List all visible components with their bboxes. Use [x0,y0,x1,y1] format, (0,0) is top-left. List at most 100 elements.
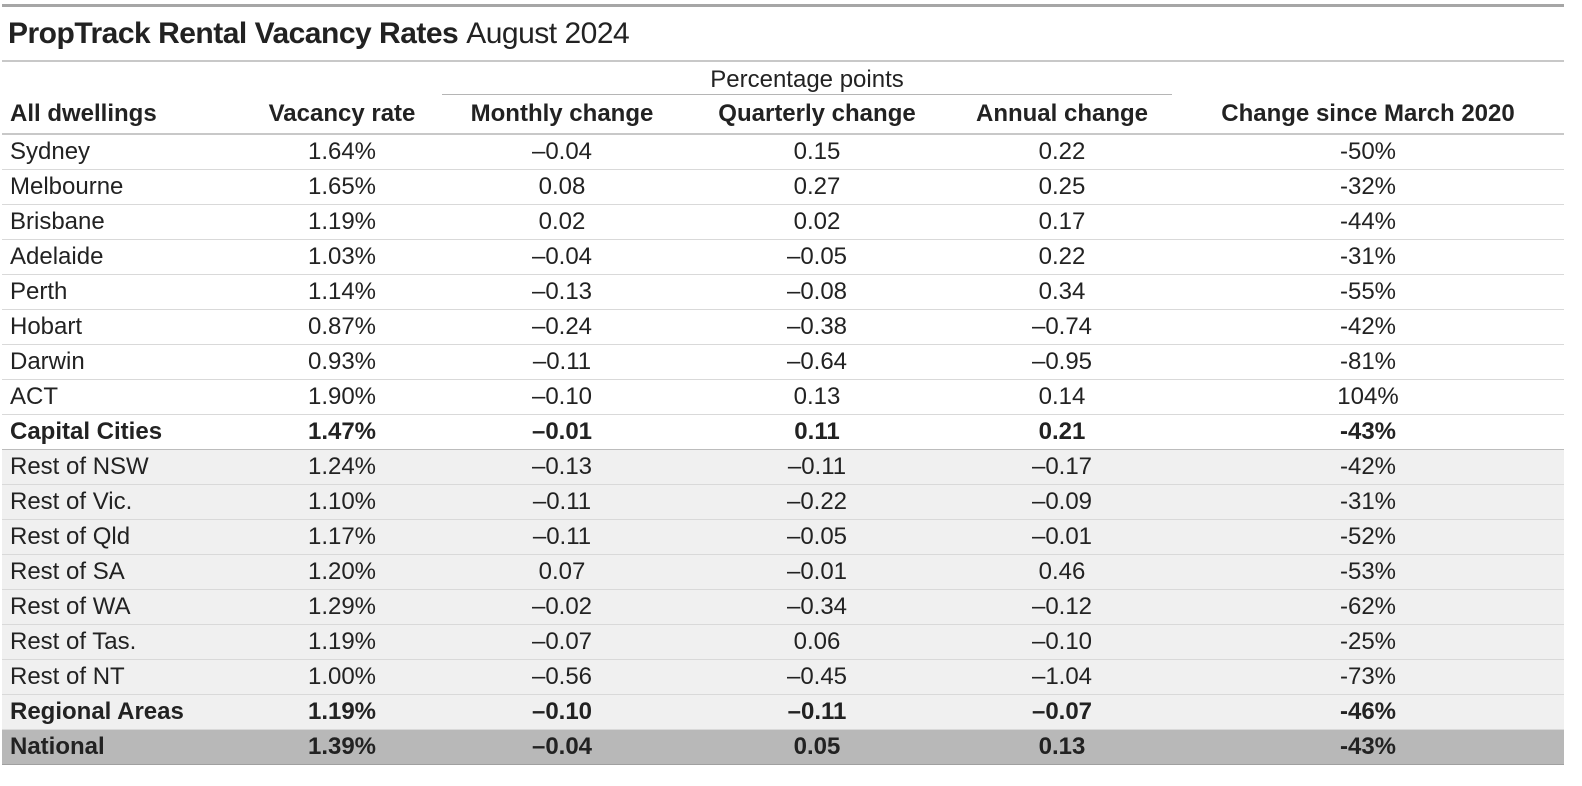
title-bold: PropTrack Rental Vacancy Rates [8,16,459,50]
region-name: Rest of SA [2,554,242,590]
vacancy-rate-cell: 1.47% [242,414,442,450]
annual-change-cell: –0.09 [952,484,1172,520]
vacancy-rate-cell: 1.10% [242,484,442,520]
change-since-march-2020-cell: -73% [1172,659,1564,695]
annual-change-cell: 0.13 [952,729,1172,765]
annual-change-cell: 0.21 [952,414,1172,450]
annual-change-cell: –0.12 [952,589,1172,625]
table-row: Regional Areas 1.19% –0.10 –0.11 –0.07 -46% [2,694,1564,730]
vacancy-rate-cell: 1.24% [242,449,442,485]
table-row: Darwin 0.93% –0.11 –0.64 –0.95 -81% [2,344,1564,380]
region-name: Darwin [2,344,242,380]
table-row: Brisbane 1.19% 0.02 0.02 0.17 -44% [2,204,1564,240]
region-name: Rest of NT [2,659,242,695]
vacancy-rate-cell: 0.93% [242,344,442,380]
monthly-change-cell: –0.10 [442,694,682,730]
quarterly-change-cell: –0.64 [682,344,952,380]
change-since-march-2020-cell: -31% [1172,239,1564,275]
monthly-change-cell: –0.04 [442,239,682,275]
group-header-row: Percentage points [2,62,1564,95]
region-name: Perth [2,274,242,310]
table-row: Melbourne 1.65% 0.08 0.27 0.25 -32% [2,169,1564,205]
monthly-change-cell: –0.02 [442,589,682,625]
change-since-march-2020-cell: -43% [1172,729,1564,765]
quarterly-change-cell: –0.38 [682,309,952,345]
monthly-change-cell: –0.07 [442,624,682,660]
vacancy-rate-cell: 1.20% [242,554,442,590]
monthly-change-cell: –0.56 [442,659,682,695]
monthly-change-cell: 0.08 [442,169,682,205]
header-row: All dwellings Vacancy rate Monthly chang… [2,95,1564,135]
table-row: Rest of WA 1.29% –0.02 –0.34 –0.12 -62% [2,589,1564,625]
change-since-march-2020-cell: -42% [1172,309,1564,345]
region-name: ACT [2,379,242,415]
change-since-march-2020-cell: -25% [1172,624,1564,660]
change-since-march-2020-cell: -55% [1172,274,1564,310]
region-name: Melbourne [2,169,242,205]
quarterly-change-cell: –0.45 [682,659,952,695]
annual-change-cell: 0.34 [952,274,1172,310]
change-since-march-2020-cell: -50% [1172,134,1564,170]
table-row: Capital Cities 1.47% –0.01 0.11 0.21 -43% [2,414,1564,450]
vacancy-rate-cell: 1.19% [242,204,442,240]
quarterly-change-cell: 0.05 [682,729,952,765]
header-monthly-change: Monthly change [442,95,682,135]
change-since-march-2020-cell: -42% [1172,449,1564,485]
group-underline [442,94,1172,95]
vacancy-table-figure: PropTrack Rental Vacancy Rates August 20… [2,4,1564,765]
monthly-change-cell: –0.11 [442,344,682,380]
monthly-change-cell: –0.11 [442,519,682,555]
annual-change-cell: –0.74 [952,309,1172,345]
monthly-change-cell: –0.24 [442,309,682,345]
header-vacancy-rate: Vacancy rate [242,95,442,135]
title-date: August 2024 [466,16,630,50]
vacancy-rate-cell: 1.00% [242,659,442,695]
table-row: Adelaide 1.03% –0.04 –0.05 0.22 -31% [2,239,1564,275]
change-since-march-2020-cell: -44% [1172,204,1564,240]
header-change-since-march-2020: Change since March 2020 [1172,95,1564,135]
change-since-march-2020-cell: -53% [1172,554,1564,590]
vacancy-rate-cell: 1.39% [242,729,442,765]
region-name: Rest of Vic. [2,484,242,520]
monthly-change-cell: 0.07 [442,554,682,590]
quarterly-change-cell: –0.11 [682,449,952,485]
vacancy-rate-cell: 1.19% [242,624,442,660]
quarterly-change-cell: –0.08 [682,274,952,310]
title-rule [2,60,1564,62]
region-name: Rest of NSW [2,449,242,485]
region-name: Capital Cities [2,414,242,450]
table-row: Rest of NT 1.00% –0.56 –0.45 –1.04 -73% [2,659,1564,695]
vacancy-rate-cell: 1.19% [242,694,442,730]
annual-change-cell: –0.10 [952,624,1172,660]
header-quarterly-change: Quarterly change [682,95,952,135]
vacancy-rate-cell: 1.29% [242,589,442,625]
header-annual-change: Annual change [952,95,1172,135]
region-name: Adelaide [2,239,242,275]
change-since-march-2020-cell: -32% [1172,169,1564,205]
annual-change-cell: 0.22 [952,239,1172,275]
table-row: Rest of Qld 1.17% –0.11 –0.05 –0.01 -52% [2,519,1564,555]
change-since-march-2020-cell: -62% [1172,589,1564,625]
vacancy-rate-cell: 0.87% [242,309,442,345]
vacancy-rate-cell: 1.03% [242,239,442,275]
quarterly-change-cell: –0.01 [682,554,952,590]
table-row: Rest of Vic. 1.10% –0.11 –0.22 –0.09 -31% [2,484,1564,520]
table-row: ACT 1.90% –0.10 0.13 0.14 104% [2,379,1564,415]
table-row: Rest of Tas. 1.19% –0.07 0.06 –0.10 -25% [2,624,1564,660]
vacancy-rate-cell: 1.64% [242,134,442,170]
annual-change-cell: –0.95 [952,344,1172,380]
quarterly-change-cell: –0.11 [682,694,952,730]
region-name: Rest of Tas. [2,624,242,660]
quarterly-change-cell: –0.05 [682,239,952,275]
group-label: Percentage points [710,66,904,93]
annual-change-cell: 0.46 [952,554,1172,590]
annual-change-cell: 0.14 [952,379,1172,415]
annual-change-cell: 0.22 [952,134,1172,170]
region-name: Sydney [2,134,242,170]
table-row: Perth 1.14% –0.13 –0.08 0.34 -55% [2,274,1564,310]
change-since-march-2020-cell: -43% [1172,414,1564,450]
region-name: Hobart [2,309,242,345]
quarterly-change-cell: 0.15 [682,134,952,170]
change-since-march-2020-cell: -31% [1172,484,1564,520]
header-all-dwellings: All dwellings [2,95,242,135]
